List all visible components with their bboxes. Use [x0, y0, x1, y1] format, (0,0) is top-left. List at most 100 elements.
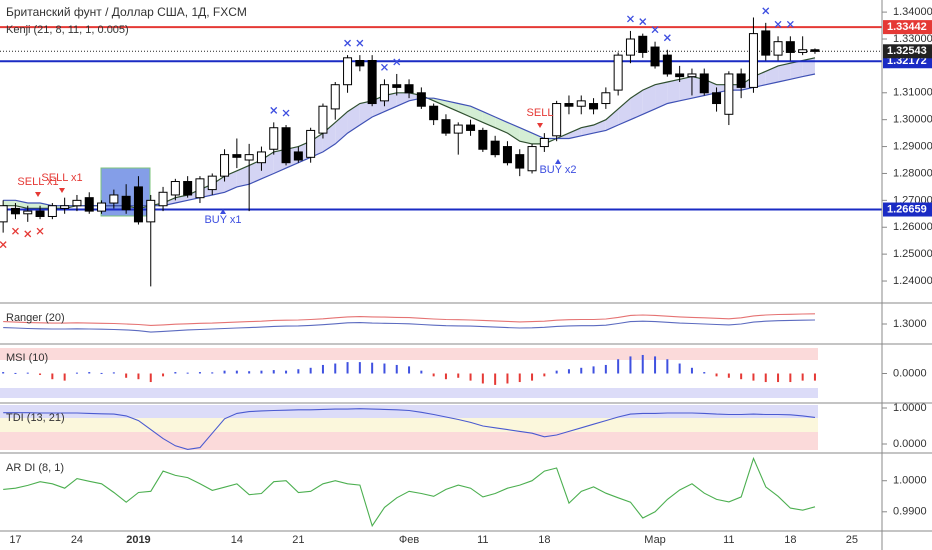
cloud-fill [778, 63, 791, 83]
y-tick-label: 1.25000 [893, 248, 932, 260]
candle-body [773, 41, 783, 56]
cloud-fill [593, 119, 606, 134]
candle-body [576, 100, 586, 107]
signal-cross [651, 26, 659, 34]
cloud-fill [236, 165, 250, 187]
x-tick-label: 18 [538, 534, 550, 546]
indicator-bar [506, 373, 509, 384]
signal-arrow [220, 209, 226, 214]
indicator-title: Kenji (21, 8, 11, 1, 0.005) [6, 24, 129, 36]
indicator-bar [346, 362, 349, 374]
indicator-bar [14, 372, 17, 374]
candle-body [662, 54, 672, 75]
candle-body [564, 103, 574, 107]
indicator-bar [223, 370, 226, 374]
indicator-bar [75, 372, 78, 374]
candle-body [625, 38, 635, 56]
cloud-fill [482, 111, 496, 128]
indicator-bar [641, 354, 644, 374]
y-tick-label: 1.0000 [893, 402, 927, 414]
indicator-bar [777, 373, 780, 383]
signal-label: BUY x1 [204, 214, 241, 226]
signal-cross [786, 20, 794, 28]
signal-cross [356, 39, 364, 47]
y-tick-label: 1.31000 [893, 87, 932, 99]
panel-title: MSI (10) [6, 352, 48, 364]
candle-body [170, 181, 180, 196]
candle-body [133, 186, 143, 223]
y-tick-label: 1.26000 [893, 221, 932, 233]
indicator-bar [543, 373, 546, 377]
cloud-fill [27, 203, 41, 209]
indicator-bar [789, 373, 792, 383]
candle-body [269, 127, 279, 150]
indicator-line [3, 319, 816, 333]
candle-body [343, 57, 353, 86]
indicator-bar [801, 373, 804, 381]
signal-cross [663, 34, 671, 42]
candle-body [109, 194, 119, 204]
x-tick-label: 17 [9, 534, 21, 546]
y-tick-label: 1.24000 [893, 275, 932, 287]
candle-body [281, 127, 291, 164]
indicator-bar [248, 371, 251, 374]
indicator-bar [174, 372, 177, 374]
indicator-bar [358, 362, 361, 374]
price-label: 1.32543 [887, 45, 927, 57]
signal-label: BUY x2 [539, 164, 576, 176]
cloud-fill [322, 122, 336, 152]
candle-body [416, 92, 426, 107]
indicator-bar [444, 373, 447, 380]
candle-body [220, 154, 230, 177]
x-tick-label: 24 [71, 534, 83, 546]
signal-arrow [537, 123, 543, 128]
cloud-fill [605, 108, 619, 131]
candle-body [761, 30, 771, 56]
cloud-fill [249, 160, 262, 185]
candle-body [195, 178, 205, 199]
candle-body [293, 151, 303, 161]
indicator-bar [469, 373, 472, 381]
candle-body [589, 103, 599, 110]
signal-cross [774, 20, 782, 28]
cloud-fill [667, 79, 680, 104]
candle-body [207, 175, 217, 191]
signal-cross [626, 15, 634, 23]
tdi-upper-band [0, 405, 818, 418]
y-tick-label: 1.3000 [893, 318, 927, 330]
candle-body [318, 105, 328, 134]
panel-title: TDI (13, 21) [6, 412, 65, 424]
indicator-bar [186, 372, 189, 374]
indicator-bar [297, 369, 300, 374]
x-tick-label: 14 [231, 534, 243, 546]
candle-body [453, 124, 463, 134]
indicator-bar [727, 373, 730, 378]
indicator-bar [371, 362, 374, 374]
cloud-fill [655, 82, 668, 109]
indicator-bar [235, 370, 238, 374]
indicator-bar [531, 373, 534, 381]
x-tick-label: 25 [846, 534, 858, 546]
candle-body [490, 140, 500, 156]
x-tick-label: 21 [292, 534, 304, 546]
y-tick-label: 1.28000 [893, 167, 932, 179]
x-tick-label: 18 [784, 534, 796, 546]
indicator-line [3, 408, 816, 450]
indicator-line [3, 313, 816, 326]
candle-body [785, 41, 795, 53]
indicator-bar [555, 370, 558, 374]
indicator-bar [813, 373, 816, 381]
indicator-bar [63, 373, 66, 381]
candle-body [367, 60, 377, 105]
indicator-bar [2, 372, 5, 374]
candle-body [515, 154, 525, 169]
indicator-bar [752, 373, 755, 381]
signal-cross [344, 39, 352, 47]
indicator-bar [211, 372, 214, 374]
msi-lower-band [0, 388, 818, 398]
signal-cross [0, 241, 7, 249]
indicator-bar [334, 363, 337, 374]
candle-body [699, 73, 709, 94]
